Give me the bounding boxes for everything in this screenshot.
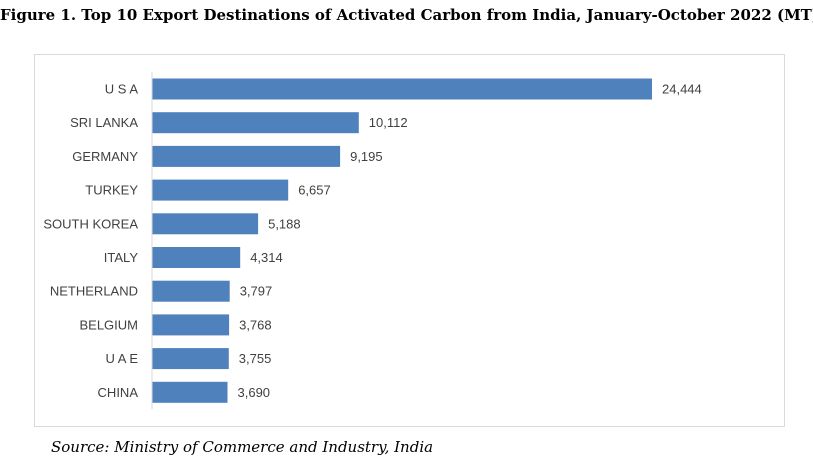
data-label: 3,768 (239, 317, 272, 332)
data-label: 5,188 (268, 216, 301, 231)
category-label: SRI LANKA (70, 115, 138, 130)
category-label: GERMANY (72, 149, 138, 164)
category-label: NETHERLAND (50, 284, 138, 299)
category-label: U A E (105, 351, 138, 366)
category-label: TURKEY (85, 183, 138, 198)
bars-layer (152, 78, 652, 403)
bar-turkey (152, 179, 289, 201)
data-label: 3,797 (240, 284, 273, 299)
data-label: 24,444 (662, 82, 702, 97)
bar-u-s-a (152, 78, 652, 100)
labels-layer: U S A 24,444 SRI LANKA 10,112 GERMANY 9,195 TU… (43, 82, 701, 400)
data-label: 10,112 (369, 115, 408, 130)
bar-germany (152, 145, 341, 167)
bar-u-a-e (152, 348, 229, 370)
data-label: 6,657 (298, 183, 331, 198)
category-label: BELGIUM (79, 317, 138, 332)
data-label: 3,690 (238, 385, 271, 400)
category-label: SOUTH KOREA (43, 216, 138, 231)
category-label: CHINA (98, 385, 139, 400)
figure-title: Figure 1. Top 10 Export Destinations of … (0, 6, 813, 24)
bar-netherland (152, 280, 230, 302)
category-label: U S A (105, 82, 139, 97)
source-note: Source: Ministry of Commerce and Industr… (51, 438, 434, 456)
bar-sri-lanka (152, 112, 359, 134)
bar-italy (152, 247, 241, 268)
bar-belgium (152, 314, 230, 336)
data-label: 3,755 (239, 351, 272, 366)
bar-china (152, 381, 228, 403)
data-label: 9,195 (350, 149, 383, 164)
category-label: ITALY (104, 250, 139, 265)
bar-south-korea (152, 213, 259, 235)
data-label: 4,314 (250, 250, 283, 265)
